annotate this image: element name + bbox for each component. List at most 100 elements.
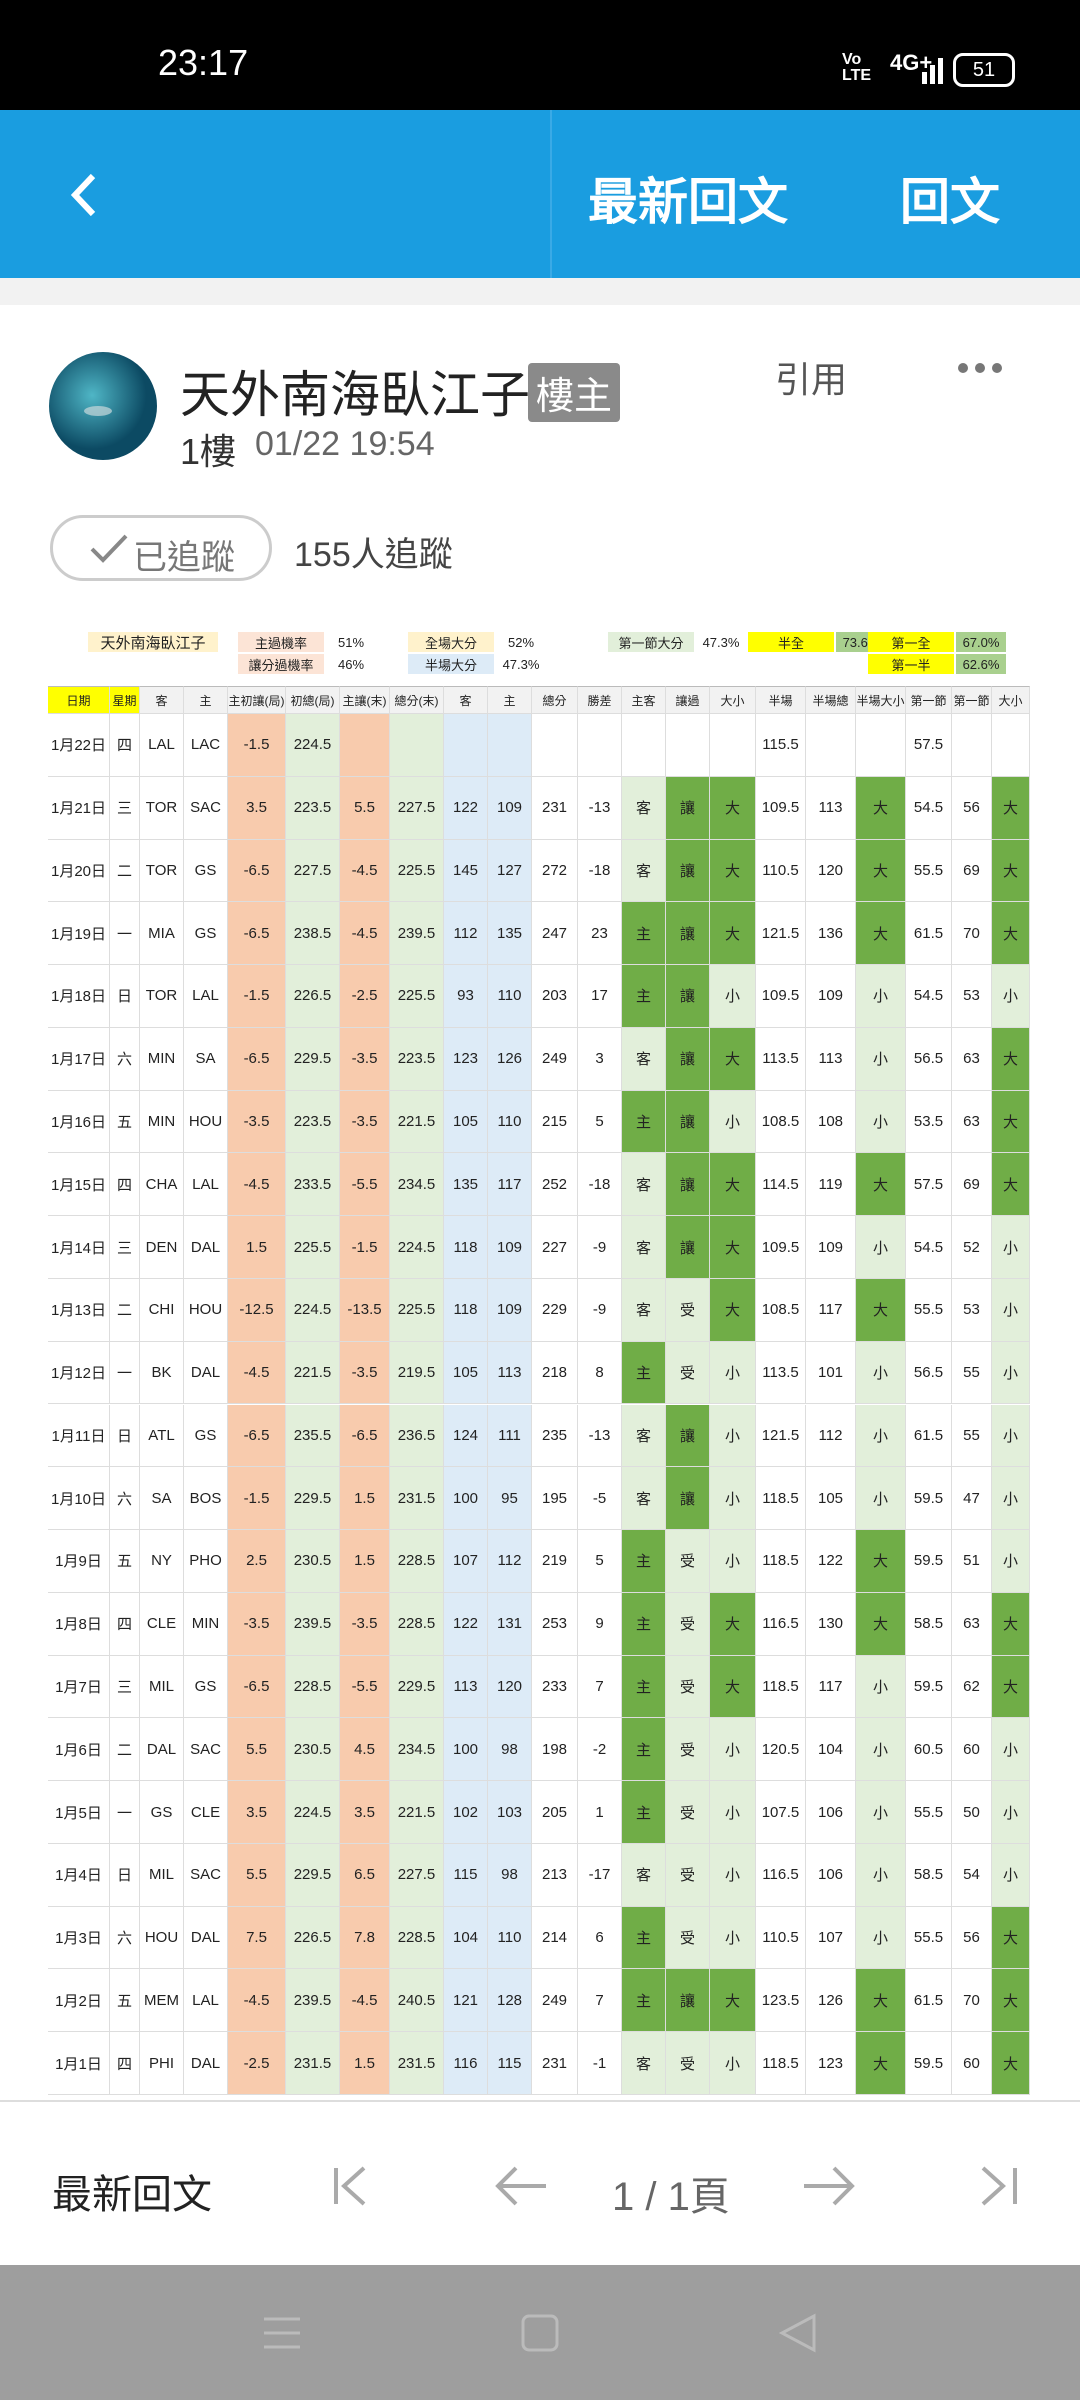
sheet-cell: -1.5 (228, 714, 286, 777)
sheet-cell: 136 (806, 902, 856, 966)
reply-button[interactable]: 回文 (900, 174, 1000, 230)
sheet-cell: 客 (622, 1278, 666, 1342)
sheet-cell: 120.5 (756, 1718, 806, 1782)
sheet-cell: 小 (710, 1843, 756, 1907)
more-button[interactable] (955, 360, 1005, 376)
sheet-cell: LAL (184, 1969, 228, 2033)
sheet-cell: 小 (856, 1467, 906, 1531)
followers: 155人追蹤 (294, 536, 453, 574)
first-page-button[interactable] (330, 2164, 378, 2208)
sheet-cell (806, 714, 856, 777)
sheet-cell: 大 (710, 839, 756, 903)
sheet-cell: 53 (952, 1278, 992, 1342)
sheet-cell: 109 (488, 1216, 532, 1279)
summary-value: 52% (496, 632, 546, 652)
sheet-cell: 主 (622, 1969, 666, 2033)
sheet-cell: CHA (140, 1153, 184, 1217)
latest-reply-link[interactable]: 最新回文 (52, 2173, 212, 2217)
sheet-cell: 小 (710, 1530, 756, 1593)
last-page-button[interactable] (975, 2164, 1023, 2208)
summary-value: 67.0% (956, 632, 1006, 652)
sheet-cell: 大 (856, 839, 906, 903)
sheet-cell: TOR (140, 776, 184, 840)
follow-button[interactable]: 已追蹤 (50, 515, 272, 581)
sheet-cell: -2.5 (228, 2032, 286, 2095)
sheet-cell: -13 (578, 776, 622, 840)
sheet-cell: GS (184, 1404, 228, 1468)
next-page-button[interactable] (800, 2164, 858, 2208)
sheet-cell: MIA (140, 902, 184, 966)
sheet-cell: 236.5 (390, 1404, 444, 1468)
sheet-cell: 113 (488, 1341, 532, 1405)
sheet-cell: 109 (488, 1278, 532, 1342)
sheet-cell: 讓 (666, 902, 710, 966)
sheet-cell: 大 (992, 839, 1030, 903)
author-name[interactable]: 天外南海臥江子 (180, 367, 530, 423)
sheet-cell: 大 (992, 776, 1030, 840)
sheet-cell: GS (184, 1655, 228, 1719)
sheet-cell: 225.5 (286, 1216, 340, 1279)
sheet-cell: 198 (532, 1718, 578, 1782)
page-indicator[interactable]: 1 / 1頁 (612, 2175, 730, 2219)
sheet-cell (532, 714, 578, 777)
column-header: 主讓(末) (340, 686, 390, 714)
avatar[interactable] (48, 351, 158, 461)
sheet-cell: 239.5 (286, 1969, 340, 2033)
sheet-cell: 1.5 (340, 1530, 390, 1593)
sheet-cell: 105 (444, 1341, 488, 1405)
sheet-cell: 231.5 (390, 2032, 444, 2095)
sheet-cell: SAC (184, 776, 228, 840)
sheet-cell: 56 (952, 1906, 992, 1970)
back-button[interactable] (65, 172, 105, 218)
back-nav-button[interactable] (778, 2313, 818, 2353)
latest-reply-button[interactable]: 最新回文 (588, 174, 788, 230)
sheet-cell: 52 (952, 1216, 992, 1279)
sheet-cell: 63 (952, 1090, 992, 1154)
sheet-cell: 小 (710, 1090, 756, 1154)
sheet-cell: 三 (110, 1655, 140, 1719)
sheet-cell: 小 (992, 1718, 1030, 1782)
sheet-cell: 70 (952, 902, 992, 966)
summary-label: 全場大分 (408, 632, 494, 652)
sheet-cell: -4.5 (340, 839, 390, 903)
sheet-cell: -3.5 (228, 1090, 286, 1154)
prev-page-button[interactable] (492, 2164, 550, 2208)
sheet-cell: 六 (110, 1027, 140, 1091)
sheet-cell: 客 (622, 1027, 666, 1091)
sheet-cell: 客 (622, 1467, 666, 1531)
sheet-cell: 1月12日 (48, 1341, 110, 1405)
sheet-cell (390, 714, 444, 777)
sheet-cell: 受 (666, 2032, 710, 2095)
sheet-cell: MIL (140, 1655, 184, 1719)
sheet-cell: 小 (710, 1906, 756, 1970)
sheet-cell: 110 (488, 1090, 532, 1154)
sheet-cell: 大 (856, 2032, 906, 2095)
sheet-cell: 61.5 (906, 1969, 952, 2033)
sheet-cell: 57.5 (906, 1153, 952, 1217)
spreadsheet-image: 天外南海臥江子 主過機率 51% 讓分過機率 46% 全場大分 52% 半場大分 47.3% 第一… (48, 630, 1030, 2095)
sheet-cell: 235 (532, 1404, 578, 1468)
sheet-cell: 113.5 (756, 1027, 806, 1091)
sheet-cell: 主 (622, 1781, 666, 1844)
menu-button[interactable] (262, 2315, 302, 2351)
column-header: 星期 (110, 686, 140, 714)
sheet-cell: 受 (666, 1278, 710, 1342)
sheet-cell: 56 (952, 776, 992, 840)
home-button[interactable] (520, 2313, 560, 2353)
sheet-cell: 小 (856, 1027, 906, 1091)
sheet-cell: TOR (140, 965, 184, 1028)
sheet-cell: 51 (952, 1530, 992, 1593)
sheet-cell: 249 (532, 1027, 578, 1091)
quote-button[interactable]: 引用 (775, 359, 848, 400)
sheet-cell (622, 714, 666, 777)
clock: 23:17 (158, 42, 249, 83)
column-header: 半場 (756, 686, 806, 714)
sheet-cell: 小 (856, 1341, 906, 1405)
sheet-cell (856, 714, 906, 777)
sheet-cell: 小 (710, 1467, 756, 1531)
sheet-cell: 247 (532, 902, 578, 966)
sheet-cell: DAL (140, 1718, 184, 1782)
sheet-cell: 118 (444, 1278, 488, 1342)
column-header: 日期 (48, 686, 110, 714)
sheet-cell: GS (184, 839, 228, 903)
